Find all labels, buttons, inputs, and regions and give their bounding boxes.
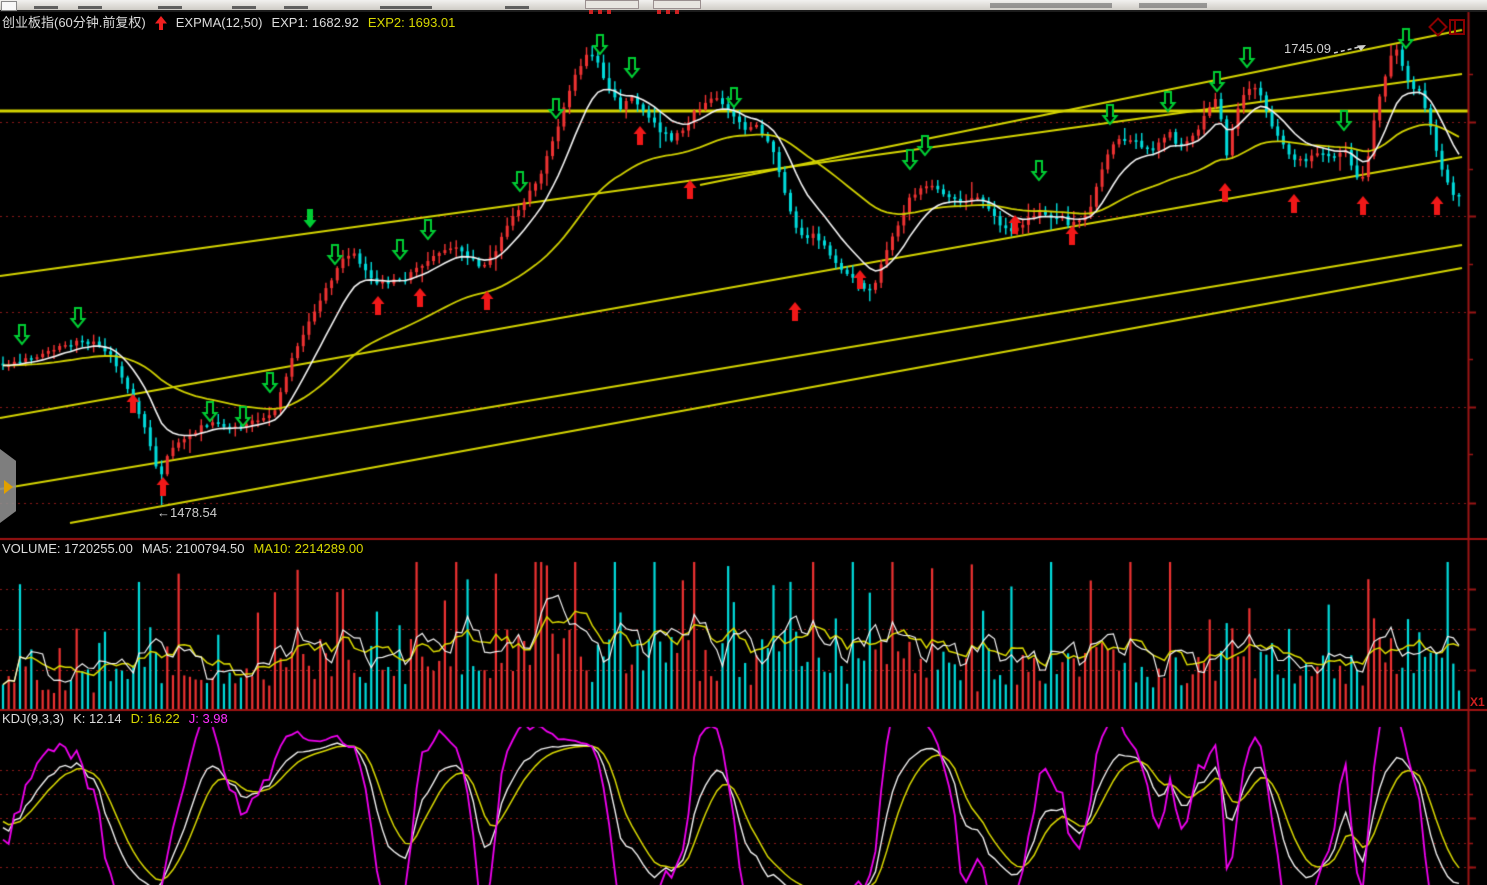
main-chart-header: 创业板指(60分钟.前复权) EXPMA(12,50) EXP1: 1682.9… xyxy=(2,15,455,30)
menu-item[interactable] xyxy=(284,6,308,9)
kdj-k-label: K: 12.14 xyxy=(73,711,122,726)
kdj-j-label: J: 3.98 xyxy=(188,711,228,726)
expand-arrow-icon[interactable] xyxy=(4,480,13,494)
symbol-title: 创业板指(60分钟.前复权) xyxy=(2,15,146,30)
menu-item[interactable] xyxy=(505,6,529,9)
up-arrow-icon xyxy=(154,15,167,30)
kdj-title: KDJ(9,3,3) xyxy=(2,711,65,726)
dashed-arrow-icon xyxy=(1333,44,1366,54)
menu-bar[interactable] xyxy=(0,0,1487,14)
toolbar-button-1[interactable] xyxy=(585,0,639,14)
exp2-value: EXP2: 1693.01 xyxy=(367,15,456,30)
status-text-placeholder xyxy=(1139,3,1207,8)
indicator-label: EXPMA(12,50) xyxy=(175,15,263,30)
volume-ma10-label: MA10: 2214289.00 xyxy=(253,541,364,556)
menu-item[interactable] xyxy=(232,6,256,9)
menu-item[interactable] xyxy=(158,6,182,9)
app-icon xyxy=(1,1,17,11)
menu-item[interactable] xyxy=(34,6,58,9)
kdj-header: KDJ(9,3,3) K: 12.14 D: 16.22 J: 3.98 xyxy=(2,711,228,726)
exp1-value: EXP1: 1682.92 xyxy=(271,15,359,30)
volume-ma5-label: MA5: 2100794.50 xyxy=(141,541,245,556)
low-annotation: ←1478.54 xyxy=(157,505,217,520)
menu-item[interactable] xyxy=(78,6,102,9)
indicator-close-button[interactable]: X1 xyxy=(1470,695,1485,709)
high-annotation: 1745.09 xyxy=(1284,41,1367,56)
split-box-icon[interactable] xyxy=(1449,19,1465,35)
menu-item[interactable] xyxy=(380,6,432,9)
volume-header: VOLUME: 1720255.00 MA5: 2100794.50 MA10:… xyxy=(2,541,363,556)
toolbar-button-2[interactable] xyxy=(653,0,701,14)
kdj-d-label: D: 16.22 xyxy=(130,711,180,726)
volume-label: VOLUME: 1720255.00 xyxy=(2,541,133,556)
status-text-placeholder xyxy=(990,3,1112,8)
